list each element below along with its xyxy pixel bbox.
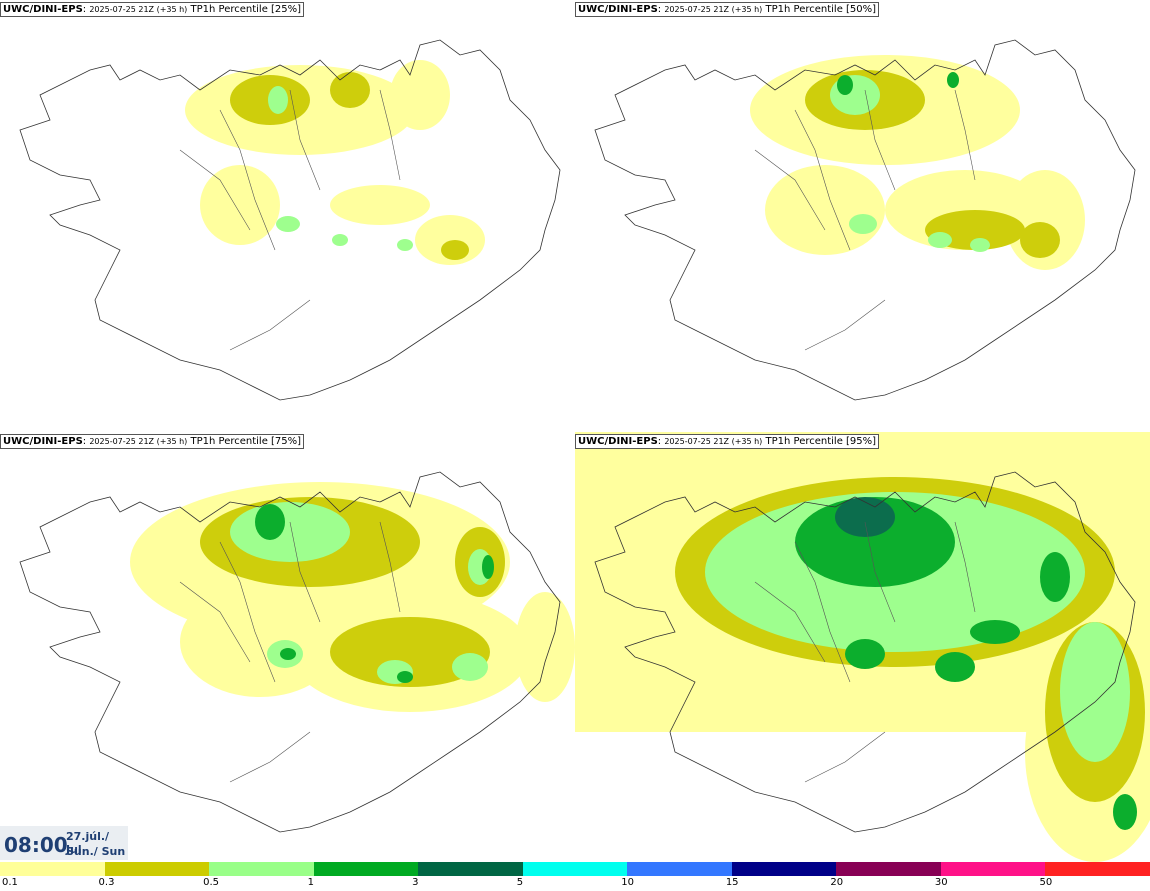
coastline <box>19 39 561 401</box>
legend-label: 3 <box>412 877 419 888</box>
legend-label: 0.1 <box>2 877 18 888</box>
legend-swatch <box>313 862 419 876</box>
valid-date-line1: 27.júl./ Jul <box>66 830 110 856</box>
legend-swatch <box>418 862 523 876</box>
precip-map <box>19 471 575 833</box>
legend-label: 15 <box>725 877 739 888</box>
legend-label: 5 <box>516 877 524 888</box>
rivers <box>179 89 401 351</box>
legend-swatch <box>836 862 941 876</box>
rivers <box>179 521 401 783</box>
valid-time-box: 08:00 27.júl./ Jul Sun./ Sun <box>0 826 128 860</box>
product-name: TP1h Percentile [25%] <box>190 4 302 15</box>
run-time: 2025-07-25 21Z (+35 h) <box>89 5 188 14</box>
precip-map <box>575 432 1150 862</box>
legend-label: 1 <box>307 877 314 888</box>
run-time: 2025-07-25 21Z (+35 h) <box>89 437 188 446</box>
precip-map <box>594 39 1136 401</box>
product-name: TP1h Percentile [50%] <box>765 4 877 15</box>
map-panel-p75: UWC/DINI-EPS: 2025-07-25 21Z (+35 h) TP1… <box>0 432 575 864</box>
valid-date-line2: Sun./ Sun <box>66 845 126 858</box>
legend-swatch <box>1045 862 1150 876</box>
legend-label: 0.3 <box>98 877 115 888</box>
panel-title: UWC/DINI-EPS: 2025-07-25 21Z (+35 h) TP1… <box>0 434 305 449</box>
legend-swatch <box>0 862 105 876</box>
valid-time: 08:00 <box>4 833 68 857</box>
coastline <box>594 471 1136 833</box>
legend-label: 10 <box>621 877 634 888</box>
precip-field <box>750 55 1085 270</box>
run-time: 2025-07-25 21Z (+35 h) <box>664 437 763 446</box>
legend-swatch <box>209 862 314 876</box>
legend-labels: 0.1 0.3 0.5 1 3 5 10 15 20 30 50 <box>0 877 1150 891</box>
map-panel-p50: UWC/DINI-EPS: 2025-07-25 21Z (+35 h) TP1… <box>575 0 1150 432</box>
coastline <box>594 39 1136 401</box>
panel-title: UWC/DINI-EPS: 2025-07-25 21Z (+35 h) TP1… <box>575 2 880 17</box>
legend-swatch <box>940 862 1046 876</box>
model-name: UWC/DINI-EPS <box>3 4 83 15</box>
panel-title: UWC/DINI-EPS: 2025-07-25 21Z (+35 h) TP1… <box>0 2 305 17</box>
legend-swatch <box>522 862 628 876</box>
legend-swatch <box>731 862 837 876</box>
rivers <box>754 89 976 351</box>
model-name: UWC/DINI-EPS <box>3 436 83 447</box>
legend-swatch <box>627 862 732 876</box>
precip-field <box>575 432 1150 862</box>
legend-label: 50 <box>1039 877 1053 888</box>
product-name: TP1h Percentile [95%] <box>765 436 877 447</box>
precip-field <box>185 60 485 265</box>
legend-label: 0.5 <box>203 877 219 888</box>
legend-label: 30 <box>934 877 948 888</box>
model-name: UWC/DINI-EPS <box>578 4 658 15</box>
coastline <box>19 471 561 833</box>
precip-field <box>130 482 575 712</box>
rivers <box>754 521 976 783</box>
model-name: UWC/DINI-EPS <box>578 436 658 447</box>
panel-title: UWC/DINI-EPS: 2025-07-25 21Z (+35 h) TP1… <box>575 434 880 449</box>
legend-swatch <box>104 862 210 876</box>
product-name: TP1h Percentile [75%] <box>190 436 302 447</box>
precip-map <box>19 39 561 401</box>
map-panel-p25: UWC/DINI-EPS: 2025-07-25 21Z (+35 h) TP1… <box>0 0 575 432</box>
color-legend <box>0 862 1150 876</box>
map-panel-p95: UWC/DINI-EPS: 2025-07-25 21Z (+35 h) TP1… <box>575 432 1150 864</box>
run-time: 2025-07-25 21Z (+35 h) <box>664 5 763 14</box>
legend-label: 20 <box>830 877 844 888</box>
